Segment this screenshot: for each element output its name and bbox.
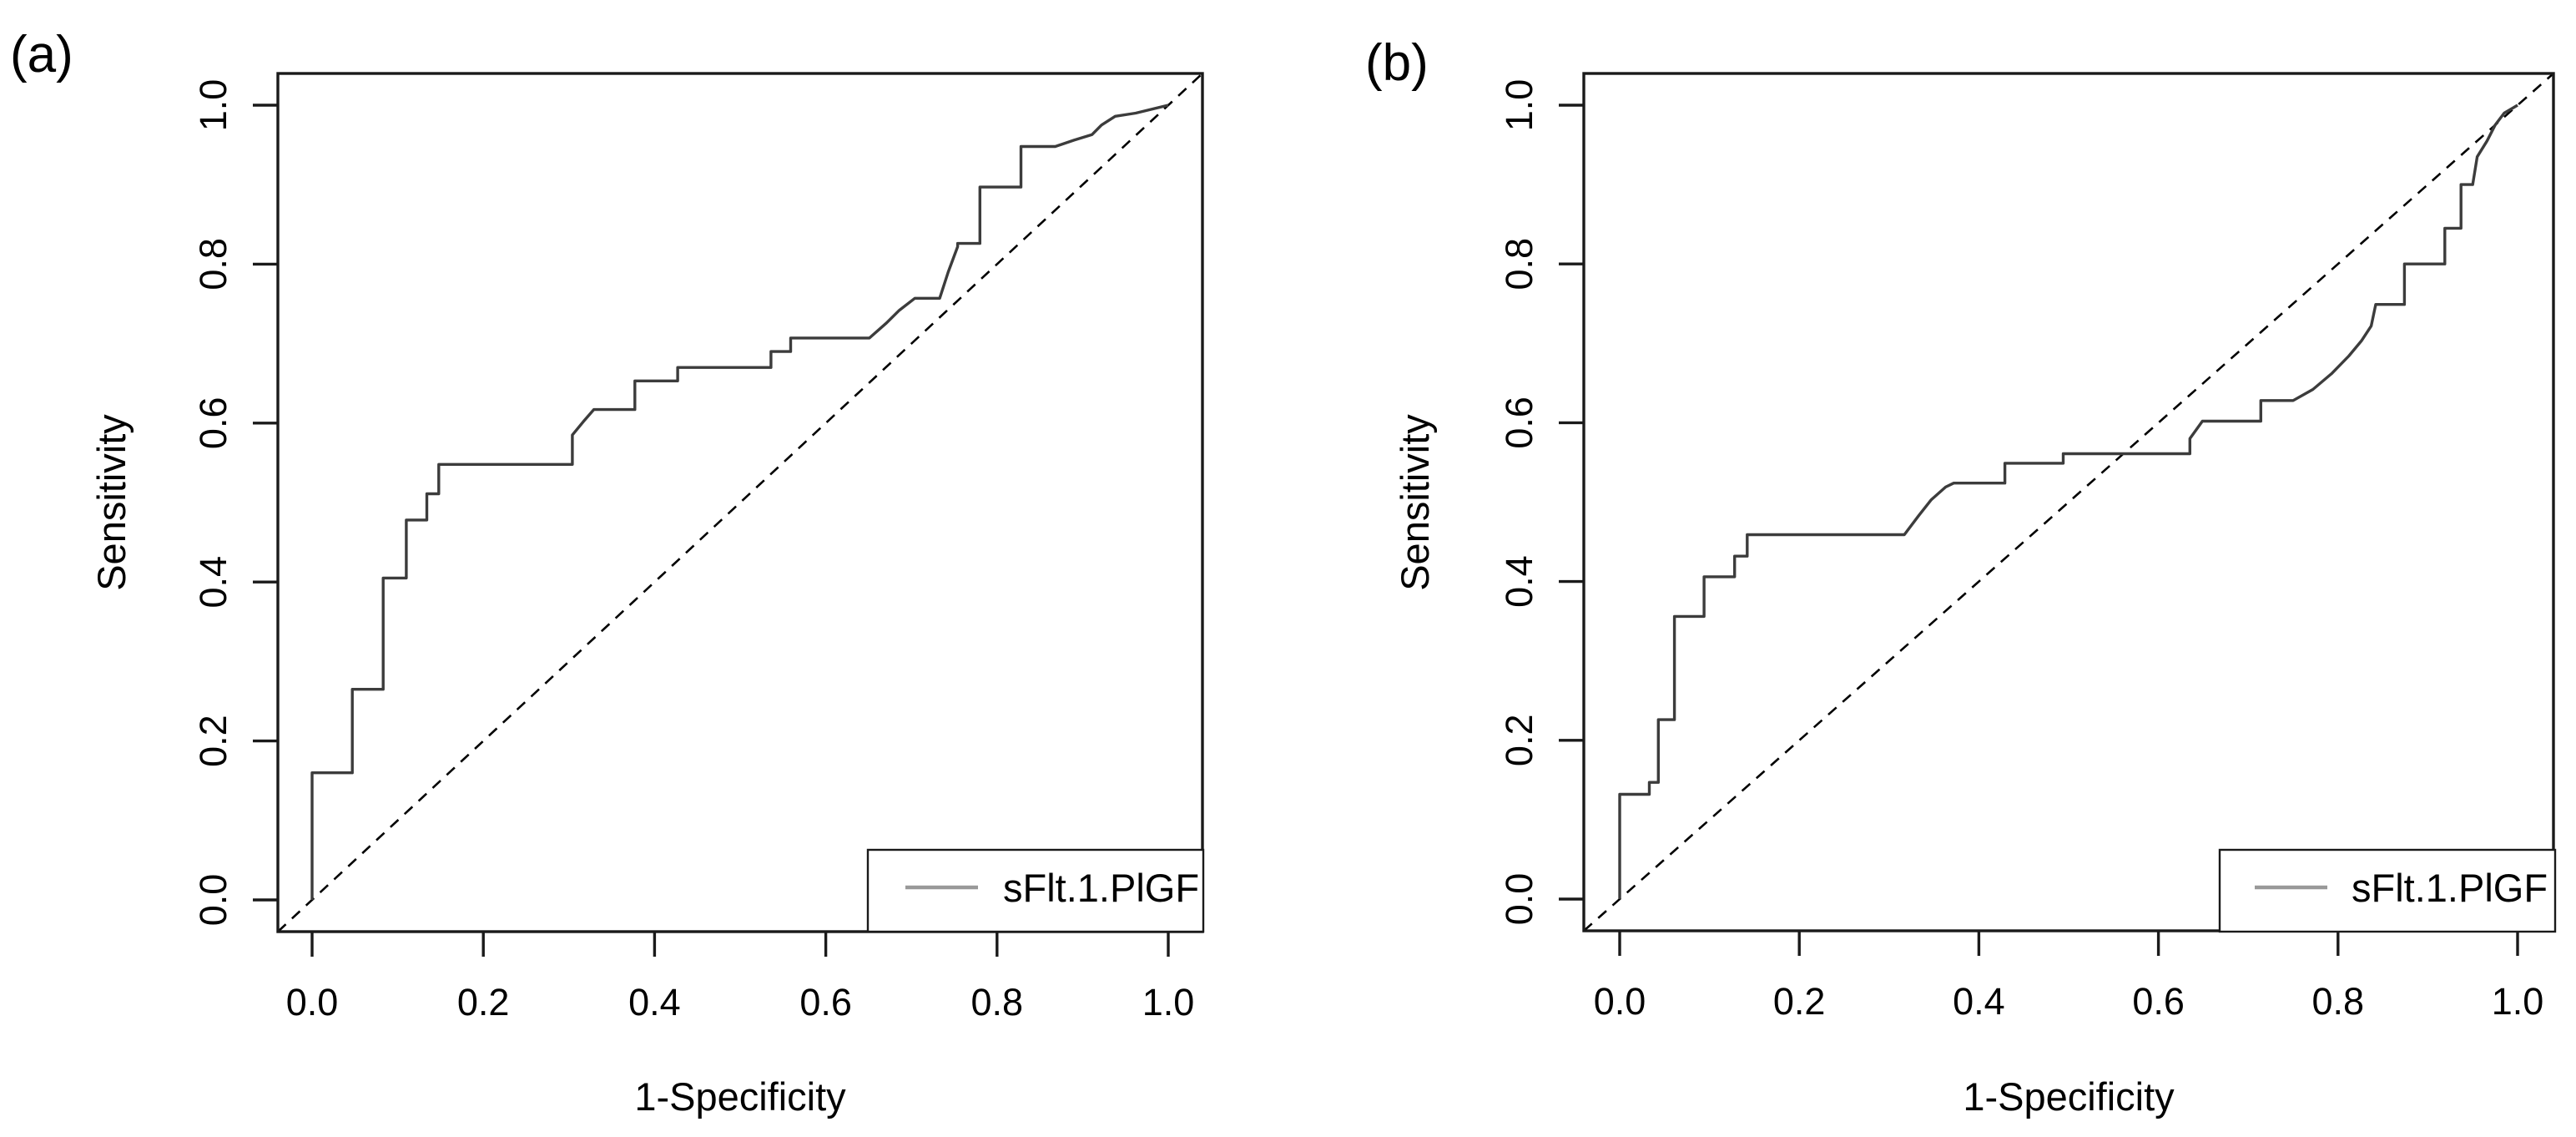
y-tick-label: 0.6 [192,397,234,450]
x-tick-label: 0.8 [971,981,1024,1023]
panel-b-y-ticks: 0.0 0.2 0.4 0.6 0.8 1.0 [1498,79,1584,926]
panel-a: (a) 0.0 0.2 0.4 0.6 0.8 1.0 0.0 0.2 0.4 0.6 0.8 1.… [10,26,1205,1119]
roc-curve [310,104,1169,900]
x-tick-label: 1.0 [1142,981,1195,1023]
legend: sFlt.1.PlGF [866,848,1205,933]
panel-a-x-ticks: 0.0 0.2 0.4 0.6 0.8 1.0 [286,932,1195,1023]
panel-b: (b) 0.0 0.2 0.4 0.6 0.8 1.0 0.0 0.2 0.4 0.6 0.8 1.… [1365,34,2557,1119]
legend: sFlt.1.PlGF [2218,848,2557,933]
x-tick-label: 0.0 [286,981,339,1023]
y-tick-label: 0.0 [1498,873,1540,926]
x-tick-label: 0.6 [2132,980,2185,1023]
x-tick-label: 0.4 [1953,980,2005,1023]
y-tick-label: 0.0 [192,874,234,927]
x-tick-label: 0.6 [799,981,852,1023]
y-axis-title: Sensitivity [89,414,134,591]
diagonal-reference-line [1583,73,2554,932]
x-tick-label: 0.2 [1773,980,1826,1023]
x-tick-label: 0.2 [457,981,510,1023]
plot-box [276,72,1204,933]
x-tick-label: 1.0 [2492,980,2544,1023]
y-tick-label: 0.4 [192,556,234,609]
panel-b-label: (b) [1365,34,1429,92]
y-axis-title: Sensitivity [1393,414,1437,591]
legend-box [866,848,1205,933]
legend-label: sFlt.1.PlGF [2352,866,2548,910]
panel-b-x-ticks: 0.0 0.2 0.4 0.6 0.8 1.0 [1594,931,2544,1023]
panel-a-y-ticks: 0.0 0.2 0.4 0.6 0.8 1.0 [192,79,278,927]
panel-a-label: (a) [10,26,73,83]
y-tick-label: 1.0 [192,79,234,132]
x-axis-title: 1-Specificity [1963,1074,2175,1119]
legend-box [2218,848,2557,933]
roc-curve [1618,104,2518,899]
y-tick-label: 0.6 [1498,397,1540,449]
y-tick-label: 0.8 [192,238,234,291]
x-axis-title: 1-Specificity [634,1074,846,1119]
y-tick-label: 0.8 [1498,238,1540,291]
y-tick-label: 1.0 [1498,79,1540,132]
x-tick-label: 0.8 [2312,980,2365,1023]
y-tick-label: 0.2 [1498,715,1540,767]
y-tick-label: 0.4 [1498,555,1540,608]
x-tick-label: 0.0 [1594,980,1646,1023]
legend-label: sFlt.1.PlGF [1003,866,1199,910]
diagonal-reference-line [277,73,1203,932]
x-tick-label: 0.4 [628,981,681,1023]
y-tick-label: 0.2 [192,715,234,767]
plot-box [1582,72,2555,932]
